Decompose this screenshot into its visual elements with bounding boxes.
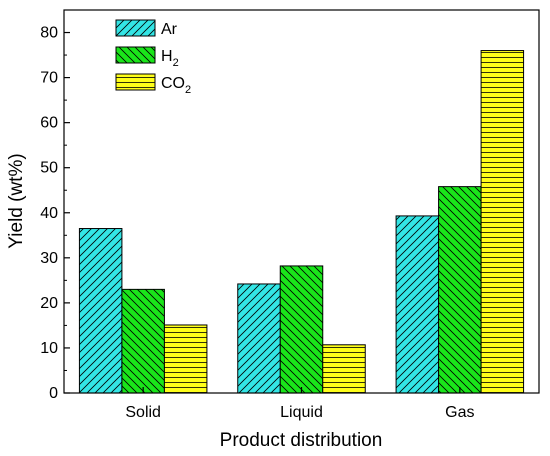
x-axis: Solid Liquid Gas	[125, 387, 475, 421]
legend: Ar H2 CO2	[115, 19, 191, 96]
legend-label-ar: Ar	[161, 21, 178, 38]
legend-swatch-co2	[115, 73, 156, 91]
legend-label-h2: H2	[161, 48, 179, 69]
y-tick-label: 50	[40, 160, 58, 177]
y-tick-label: 20	[40, 295, 58, 312]
y-axis-title: Yield (wt%)	[6, 153, 27, 248]
bar-ar-gas	[395, 215, 440, 394]
bar-co2-solid	[163, 324, 208, 394]
legend-swatch-ar	[115, 19, 156, 37]
bar-co2-gas	[480, 50, 525, 394]
x-tick-label: Solid	[125, 404, 161, 421]
bar-ar-solid	[78, 228, 123, 394]
y-tick-label: 70	[40, 70, 58, 87]
y-tick-label: 10	[40, 340, 58, 357]
bars-group	[78, 50, 525, 394]
bar-h2-gas	[438, 186, 482, 394]
bar-h2-solid	[121, 288, 165, 394]
legend-swatch-h2	[115, 46, 156, 64]
x-tick-label: Liquid	[280, 404, 323, 421]
y-tick-label: 80	[40, 25, 58, 42]
bar-h2-liquid	[279, 265, 324, 394]
y-axis: 0 10 20 30 40 50 60 70 80	[40, 25, 70, 402]
x-axis-title: Product distribution	[220, 430, 383, 451]
bar-ar-liquid	[237, 283, 281, 394]
bar-co2-liquid	[322, 344, 366, 394]
y-tick-label: 60	[40, 115, 58, 132]
legend-label-co2: CO2	[161, 75, 191, 96]
x-tick-label: Gas	[445, 404, 474, 421]
y-tick-label: 40	[40, 205, 58, 222]
y-tick-label: 0	[49, 385, 58, 402]
y-tick-label: 30	[40, 250, 58, 267]
